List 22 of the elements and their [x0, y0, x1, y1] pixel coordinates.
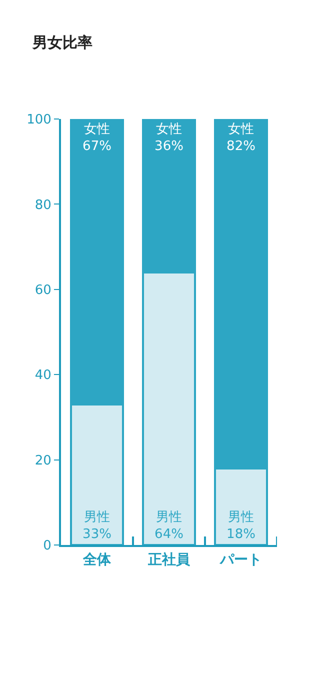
x-tick-label: 正社員: [147, 552, 191, 568]
data-label: 82%: [226, 138, 256, 154]
y-tick-label: 80: [34, 198, 52, 213]
y-tick-label: 40: [34, 368, 52, 384]
data-label: 36%: [154, 138, 184, 154]
y-tick-label: 60: [34, 282, 52, 298]
data-label: 67%: [82, 138, 112, 154]
x-tick-label: 全体: [82, 552, 112, 568]
text: 女性: [156, 122, 182, 137]
data-label: 64%: [154, 527, 184, 542]
text: 男性: [84, 510, 110, 526]
x-tick-label: パート: [219, 552, 262, 568]
text: 女性: [228, 122, 254, 137]
series-label: 女性: [84, 122, 110, 137]
y-tick-label: 100: [26, 112, 52, 128]
y-tick-label: 20: [34, 453, 52, 468]
series-label: 男性: [156, 510, 182, 526]
text: 男性: [228, 510, 254, 526]
data-label: 18%: [226, 527, 256, 542]
y-tick-label: 0: [43, 538, 52, 554]
chart-title: 男女比率: [31, 33, 92, 52]
data-label: 33%: [82, 527, 112, 542]
